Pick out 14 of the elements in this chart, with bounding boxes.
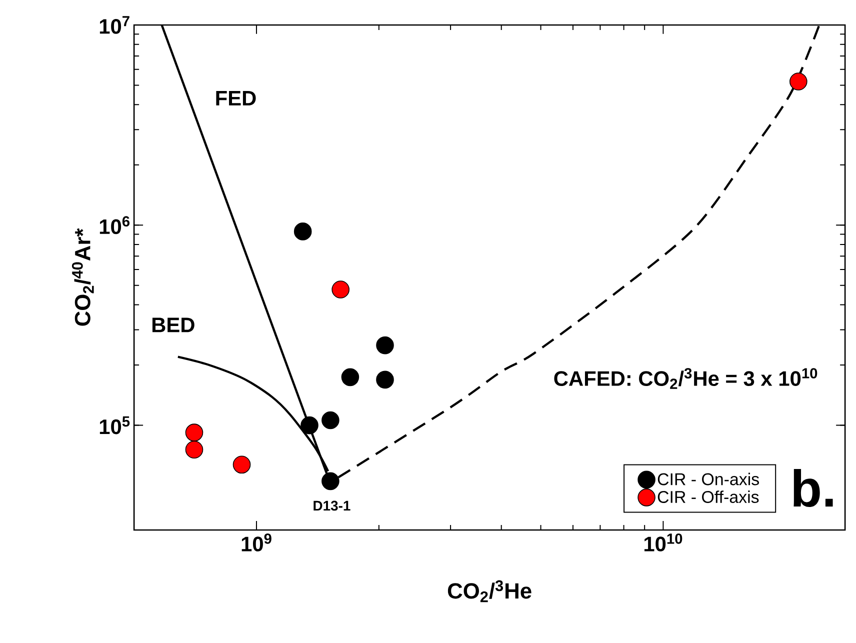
legend-label: CIR - On-axis — [658, 472, 759, 486]
y-tick-label: 10$^{5}$ — [100, 416, 130, 434]
annotation: CAFED: CO$_{2}$/$^{3}$He = 3 x 10$^{10}$ — [554, 368, 818, 389]
y-tick-label: 10$^{6}$ — [100, 216, 130, 234]
x-axis-title: CO$_{2}$/$^{3}$He — [448, 580, 532, 602]
x-tick-label: 10$^{10}$ — [644, 534, 682, 552]
annotation: FED — [216, 91, 256, 106]
y-axis-title: CO$_{2}$/$^{40}$Ar* — [72, 228, 94, 326]
legend-label: CIR - Off-axis — [658, 490, 759, 503]
annotation: D13-1 — [314, 500, 350, 511]
annotation: b. — [794, 468, 833, 508]
annotation: BED — [152, 318, 194, 332]
x-tick-label: 10$^{9}$ — [242, 534, 272, 552]
y-tick-label: 10$^{7}$ — [100, 16, 130, 34]
